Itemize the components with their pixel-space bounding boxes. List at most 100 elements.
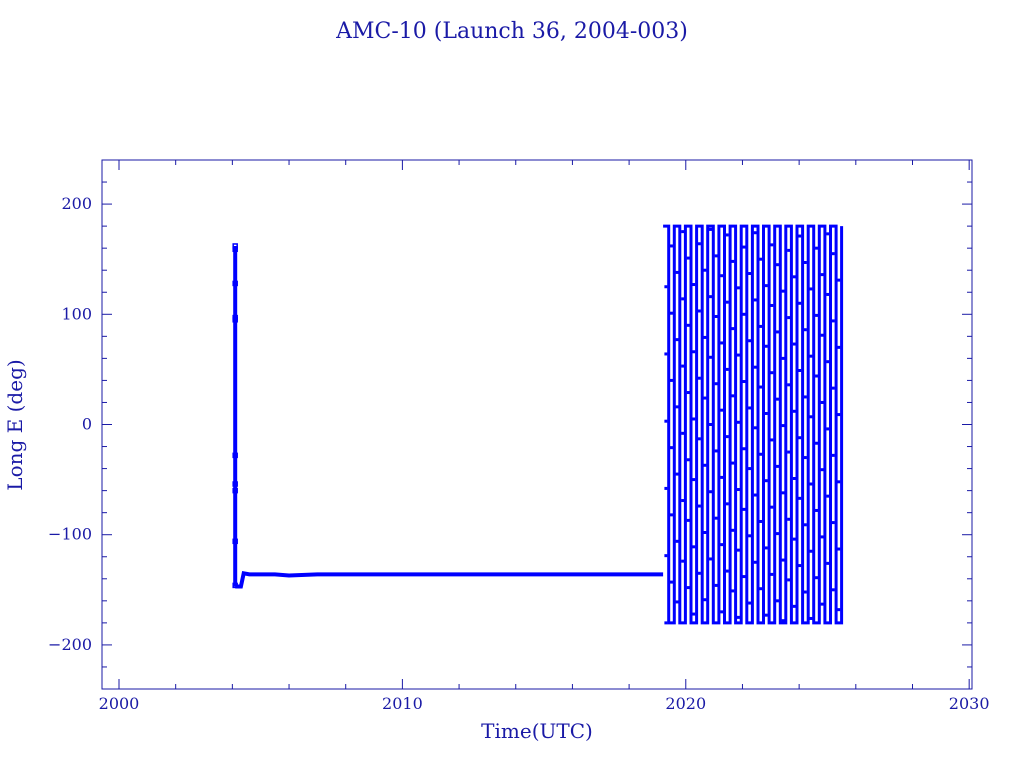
- drift-point: [753, 365, 757, 369]
- drift-point: [731, 394, 735, 398]
- drift-point: [792, 409, 796, 413]
- drift-point: [748, 534, 752, 538]
- drift-point: [753, 298, 757, 302]
- drift-point: [831, 319, 835, 323]
- drift-point: [709, 355, 713, 359]
- drift-point: [742, 507, 746, 511]
- drift-point: [826, 232, 830, 236]
- drift-point: [669, 580, 673, 584]
- drift-point: [815, 246, 819, 250]
- drift-point: [709, 423, 713, 426]
- drift-point: [798, 301, 802, 305]
- drift-point: [759, 385, 763, 389]
- drift-point: [831, 252, 835, 256]
- drift-point: [803, 456, 807, 460]
- drift-point: [703, 396, 707, 400]
- drift-point: [681, 499, 685, 503]
- drift-point: [820, 400, 824, 404]
- drift-point: [781, 491, 785, 495]
- drift-sawtooth: [663, 224, 844, 625]
- drift-point: [742, 245, 746, 249]
- drift-point: [787, 383, 791, 387]
- drift-point: [803, 260, 807, 264]
- drift-point: [803, 523, 807, 527]
- drift-point: [714, 449, 718, 453]
- drift-point: [759, 324, 763, 328]
- drift-point: [837, 608, 841, 612]
- drift-point: [837, 413, 841, 417]
- drift-point: [681, 297, 685, 301]
- drift-point: [703, 335, 707, 339]
- drift-point: [792, 477, 796, 481]
- tick-labels: 2000 2010 2020 2030 −200 −100 0 100 200: [48, 194, 989, 713]
- drift-point: [803, 395, 807, 399]
- drift-point: [697, 376, 701, 380]
- drift-point: [798, 496, 802, 500]
- drift-point: [675, 539, 679, 543]
- drift-point: [714, 254, 718, 258]
- drift-point: [720, 408, 724, 412]
- drift-point: [675, 600, 679, 604]
- drift-point: [664, 554, 668, 558]
- drift-point: [725, 569, 729, 573]
- drift-point: [675, 338, 679, 342]
- drift-point: [770, 371, 774, 375]
- drift-point: [664, 486, 668, 490]
- drift-point: [837, 547, 841, 551]
- drift-point: [697, 242, 701, 246]
- drift-point: [764, 411, 768, 415]
- drift-point: [831, 386, 835, 390]
- drift-point: [781, 558, 785, 562]
- drift-point: [736, 286, 740, 290]
- drift-point: [809, 354, 813, 358]
- drift-point: [775, 397, 779, 401]
- drift-point: [831, 521, 835, 525]
- drift-point: [837, 480, 841, 484]
- drift-point: [686, 518, 690, 522]
- drift-point: [748, 272, 752, 276]
- drift-point: [792, 537, 796, 541]
- drift-point: [753, 426, 757, 430]
- series-line: [235, 570, 664, 589]
- drift-point: [714, 382, 718, 386]
- x-tick-label: 2000: [99, 694, 140, 713]
- drift-point: [815, 441, 819, 445]
- drift-point: [664, 621, 668, 625]
- drift-point: [826, 360, 830, 364]
- drift-point: [664, 419, 668, 423]
- y-tick-label: 200: [61, 194, 92, 213]
- drift-point: [686, 586, 690, 590]
- drift-point: [759, 587, 763, 591]
- drift-point: [720, 475, 724, 479]
- drift-point: [697, 309, 701, 313]
- drift-point: [809, 616, 813, 620]
- drift-point: [731, 528, 735, 532]
- drift-point: [669, 378, 673, 382]
- axis-ticks: [102, 160, 972, 689]
- drift-point: [681, 364, 685, 368]
- drift-point: [770, 303, 774, 307]
- drift-point: [764, 613, 768, 617]
- drift-point: [759, 519, 763, 523]
- drift-point: [686, 323, 690, 327]
- drift-point: [787, 316, 791, 320]
- y-tick-label: 0: [82, 415, 92, 434]
- drift-point: [809, 482, 813, 486]
- drift-point: [770, 505, 774, 509]
- drift-point: [669, 446, 673, 450]
- drift-point: [764, 479, 768, 483]
- drift-point: [664, 352, 668, 356]
- drift-point: [826, 561, 830, 565]
- drift-point: [697, 571, 701, 575]
- drift-point: [692, 350, 696, 354]
- drift-point: [775, 263, 779, 267]
- x-axis-label: Time(UTC): [481, 719, 593, 743]
- drift-point: [809, 415, 813, 419]
- drift-point: [787, 450, 791, 454]
- y-tick-label: 100: [61, 304, 92, 323]
- drift-point: [781, 619, 785, 623]
- drift-point: [792, 342, 796, 346]
- drift-point: [837, 345, 841, 349]
- drift-point: [826, 292, 830, 296]
- drift-point: [748, 406, 752, 410]
